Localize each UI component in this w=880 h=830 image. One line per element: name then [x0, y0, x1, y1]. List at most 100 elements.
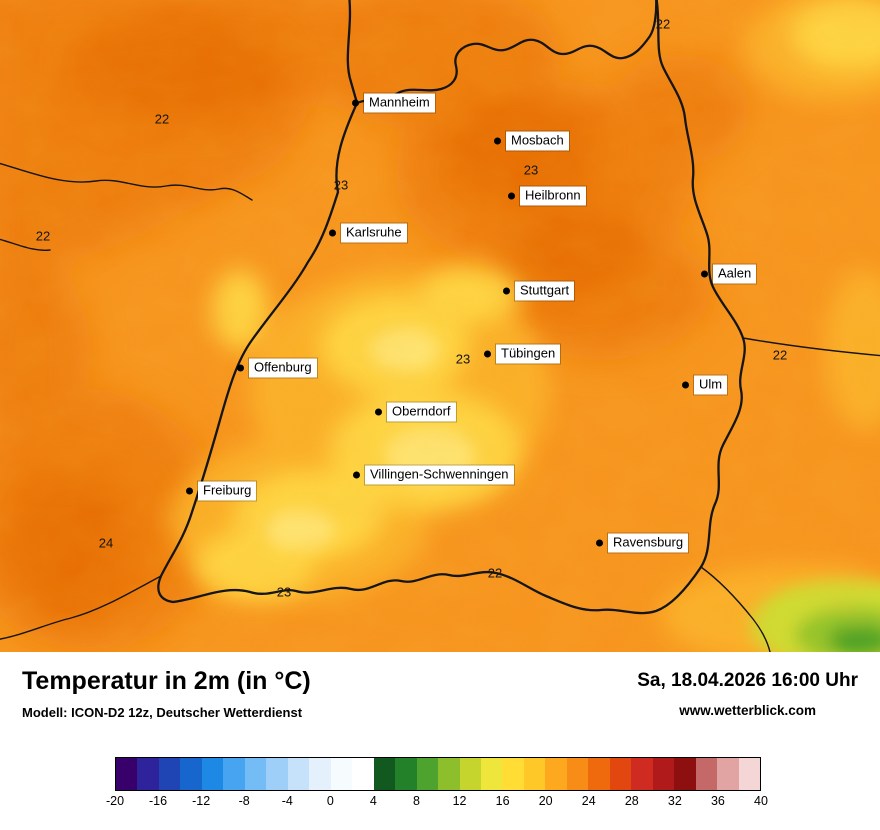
- city-marker: Offenburg: [237, 358, 317, 378]
- colorbar-cell: [137, 758, 159, 790]
- website-label: www.wetterblick.com: [679, 703, 817, 718]
- city-marker: Tübingen: [484, 344, 561, 364]
- colorbar-cell: [201, 758, 224, 790]
- colorbar-cell: [116, 758, 138, 790]
- colorbar-tick-label: 24: [581, 794, 596, 808]
- map-title: Temperatur in 2m (in °C): [22, 667, 311, 695]
- colorbar-tick-label: 16: [495, 794, 510, 808]
- colorbar-tick-label: 4: [369, 794, 377, 808]
- city-dot-icon: [352, 99, 359, 107]
- city-marker: Heilbronn: [508, 186, 586, 206]
- colorbar-ticks: -20 -16 -12 -8 -4 0 4 8 12 16 20 24 28 32 36 40: [106, 794, 768, 812]
- border-thin-southwest: [0, 575, 162, 640]
- state-borders: [0, 0, 880, 652]
- city-dot-icon: [596, 539, 603, 547]
- city-label: Karlsruhe: [341, 223, 407, 243]
- colorbar-cell: [588, 758, 610, 790]
- city-label: Ravensburg: [608, 533, 689, 553]
- city-label: Freiburg: [198, 481, 257, 501]
- colorbar-cell: [266, 758, 288, 790]
- colorbar-tick-label: 40: [754, 794, 768, 808]
- colorbar-cell: [545, 758, 567, 790]
- temp-contour-label: 23: [276, 584, 292, 600]
- colorbar-cell: [373, 758, 396, 790]
- colorbar-cell: [523, 758, 546, 790]
- city-label: Ulm: [694, 375, 728, 395]
- city-dot-icon: [503, 287, 510, 295]
- city-marker: Mosbach: [494, 131, 569, 151]
- border-thin-west: [0, 238, 51, 251]
- colorbar-cell: [223, 758, 245, 790]
- border-north: [355, 0, 658, 105]
- city-label: Mannheim: [364, 93, 435, 113]
- city-marker: Freiburg: [186, 481, 257, 501]
- colorbar-cell: [438, 758, 460, 790]
- colorbar-cells: [115, 757, 761, 791]
- colorbar-cell: [158, 758, 181, 790]
- colorbar-tick-label: -20: [105, 794, 125, 808]
- city-marker: Stuttgart: [503, 281, 575, 301]
- city-label: Tübingen: [496, 344, 561, 364]
- colorbar-tick-label: -16: [149, 794, 168, 808]
- city-dot-icon: [186, 487, 193, 495]
- colorbar-cell: [416, 758, 439, 790]
- city-dot-icon: [508, 192, 515, 200]
- city-marker: Aalen: [701, 264, 757, 284]
- city-marker: Mannheim: [352, 93, 435, 113]
- temp-contour-label: 23: [333, 177, 349, 193]
- temp-contour-label: 23: [455, 351, 471, 367]
- texture-overlay: [0, 0, 880, 652]
- border-west-rhine: [157, 0, 359, 604]
- city-label: Stuttgart: [515, 281, 575, 301]
- city-dot-icon: [682, 381, 689, 389]
- border-thin-northwest: [0, 162, 253, 201]
- colorbar-cell: [352, 758, 374, 790]
- colorbar-cell: [480, 758, 503, 790]
- colorbar-cell: [244, 758, 267, 790]
- temp-contour-label: 23: [523, 162, 539, 178]
- footer-text-row: Temperatur in 2m (in °C) Modell: ICON-D2…: [0, 652, 880, 720]
- city-dot-icon: [494, 137, 501, 145]
- city-marker: Oberndorf: [375, 402, 456, 422]
- colorbar-tick-label: 12: [452, 794, 467, 808]
- city-dot-icon: [237, 364, 244, 372]
- colorbar-cell: [180, 758, 202, 790]
- temp-contour-label: 22: [487, 565, 503, 581]
- colorbar: -20 -16 -12 -8 -4 0 4 8 12 16 20 24 28 32 36 40: [106, 757, 768, 812]
- footer-left: Temperatur in 2m (in °C) Modell: ICON-D2…: [22, 667, 311, 720]
- city-marker: Ulm: [682, 375, 728, 395]
- colorbar-cell: [609, 758, 632, 790]
- temp-contour-label: 22: [154, 111, 170, 127]
- colorbar-cell: [717, 758, 739, 790]
- colorbar-cell: [395, 758, 417, 790]
- city-dot-icon: [329, 229, 336, 237]
- colorbar-tick-label: -12: [192, 794, 211, 808]
- colorbar-cell: [631, 758, 653, 790]
- city-label: Mosbach: [506, 131, 569, 151]
- footer: Temperatur in 2m (in °C) Modell: ICON-D2…: [0, 652, 880, 830]
- city-dot-icon: [375, 408, 382, 416]
- colorbar-cell: [652, 758, 675, 790]
- colorbar-tick-label: -8: [238, 794, 250, 808]
- city-marker: Villingen-Schwenningen: [353, 465, 514, 485]
- city-label: Aalen: [713, 264, 757, 284]
- temp-contour-label: 22: [772, 347, 788, 363]
- footer-right: Sa, 18.04.2026 16:00 Uhr www.wetterblick…: [637, 667, 858, 718]
- city-dot-icon: [484, 350, 491, 358]
- map-container: Mannheim Mosbach Heilbronn Karlsruhe Stuttga…: [0, 0, 880, 652]
- city-marker: Ravensburg: [596, 533, 689, 553]
- temp-contour-label: 22: [35, 228, 51, 244]
- colorbar-cell: [738, 758, 761, 790]
- border-east: [655, 0, 746, 569]
- city-label: Heilbronn: [520, 186, 586, 206]
- city-dot-icon: [701, 270, 708, 278]
- border-south: [171, 565, 703, 615]
- datetime-label: Sa, 18.04.2026 16:00 Uhr: [637, 670, 858, 691]
- colorbar-cell: [309, 758, 331, 790]
- city-label: Villingen-Schwenningen: [365, 465, 514, 485]
- colorbar-tick-label: 20: [538, 794, 553, 808]
- colorbar-cell: [330, 758, 353, 790]
- city-marker: Karlsruhe: [329, 223, 407, 243]
- model-info: Modell: ICON-D2 12z, Deutscher Wetterdie…: [22, 705, 303, 720]
